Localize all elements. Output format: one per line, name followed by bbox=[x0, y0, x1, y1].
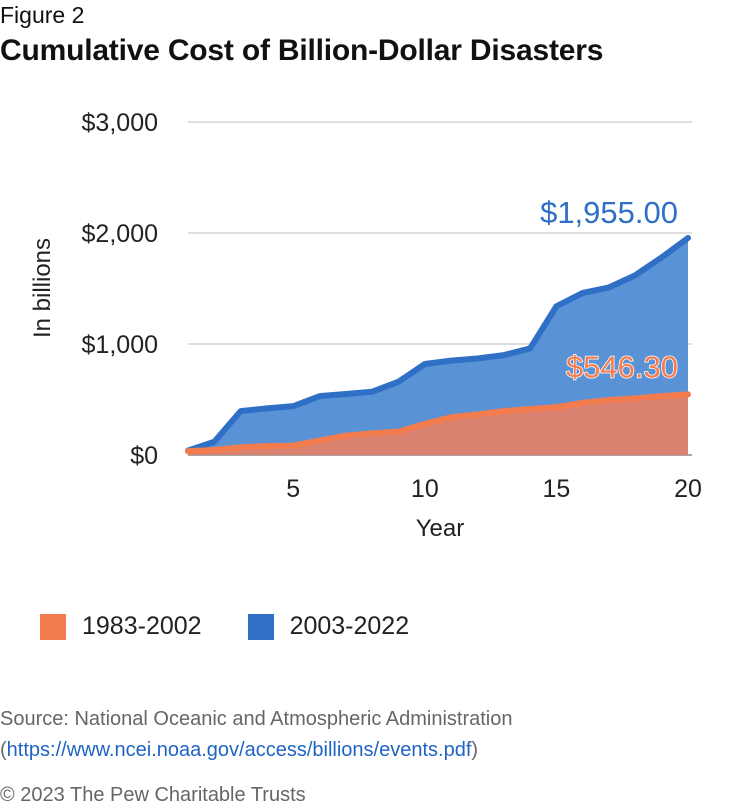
legend-label-1983-2002: 1983-2002 bbox=[82, 612, 202, 640]
source-note: Source: National Oceanic and Atmospheric… bbox=[0, 704, 720, 766]
figure-label: Figure 2 bbox=[0, 2, 85, 28]
legend-label-2003-2022: 2003-2022 bbox=[289, 612, 410, 640]
end-label-1983-2002: $546.30 bbox=[566, 349, 678, 384]
y-tick-label: $1,000 bbox=[82, 331, 158, 359]
x-tick-label: 15 bbox=[543, 475, 571, 503]
source-suffix: ) bbox=[471, 739, 479, 761]
source-link[interactable]: https://www.ncei.noaa.gov/access/billion… bbox=[6, 739, 472, 761]
y-axis-ticks: $0 $1,000 $2,000 $3,000 bbox=[82, 109, 158, 470]
end-labels: $1,955.00 $546.30 bbox=[540, 195, 679, 385]
legend: 1983-2002 2003-2022 bbox=[40, 612, 409, 641]
y-tick-label: $2,000 bbox=[82, 220, 158, 248]
legend-swatch-2003-2022 bbox=[247, 613, 274, 640]
legend-swatch-1983-2002 bbox=[40, 613, 66, 640]
chart-title: Cumulative Cost of Billion-Dollar Disast… bbox=[0, 34, 604, 67]
line-1983-2002 bbox=[185, 391, 691, 455]
line-2003-2022 bbox=[185, 234, 691, 454]
area-1983-2002 bbox=[188, 394, 688, 455]
area-chart: $0 $1,000 $2,000 $3,000 5 10 15 20 In billions… bbox=[29, 109, 702, 542]
y-tick-label: $3,000 bbox=[82, 109, 158, 137]
x-tick-label: 5 bbox=[286, 475, 300, 503]
source-prefix: Source: National Oceanic and Atmospheric… bbox=[0, 708, 513, 761]
legend-item-1983-2002: 1983-2002 bbox=[40, 612, 202, 641]
end-label-2003-2022: $1,955.00 bbox=[540, 195, 678, 230]
legend-item-2003-2022: 2003-2022 bbox=[247, 612, 410, 641]
x-tick-label: 20 bbox=[674, 475, 702, 503]
x-axis-ticks: 5 10 15 20 bbox=[286, 475, 702, 503]
y-axis-label: In billions bbox=[29, 238, 56, 338]
y-tick-label: $0 bbox=[130, 442, 158, 470]
x-axis-label: Year bbox=[416, 515, 465, 542]
x-tick-label: 10 bbox=[411, 475, 439, 503]
copyright: © 2023 The Pew Charitable Trusts bbox=[0, 784, 306, 806]
series-lines bbox=[185, 234, 691, 455]
